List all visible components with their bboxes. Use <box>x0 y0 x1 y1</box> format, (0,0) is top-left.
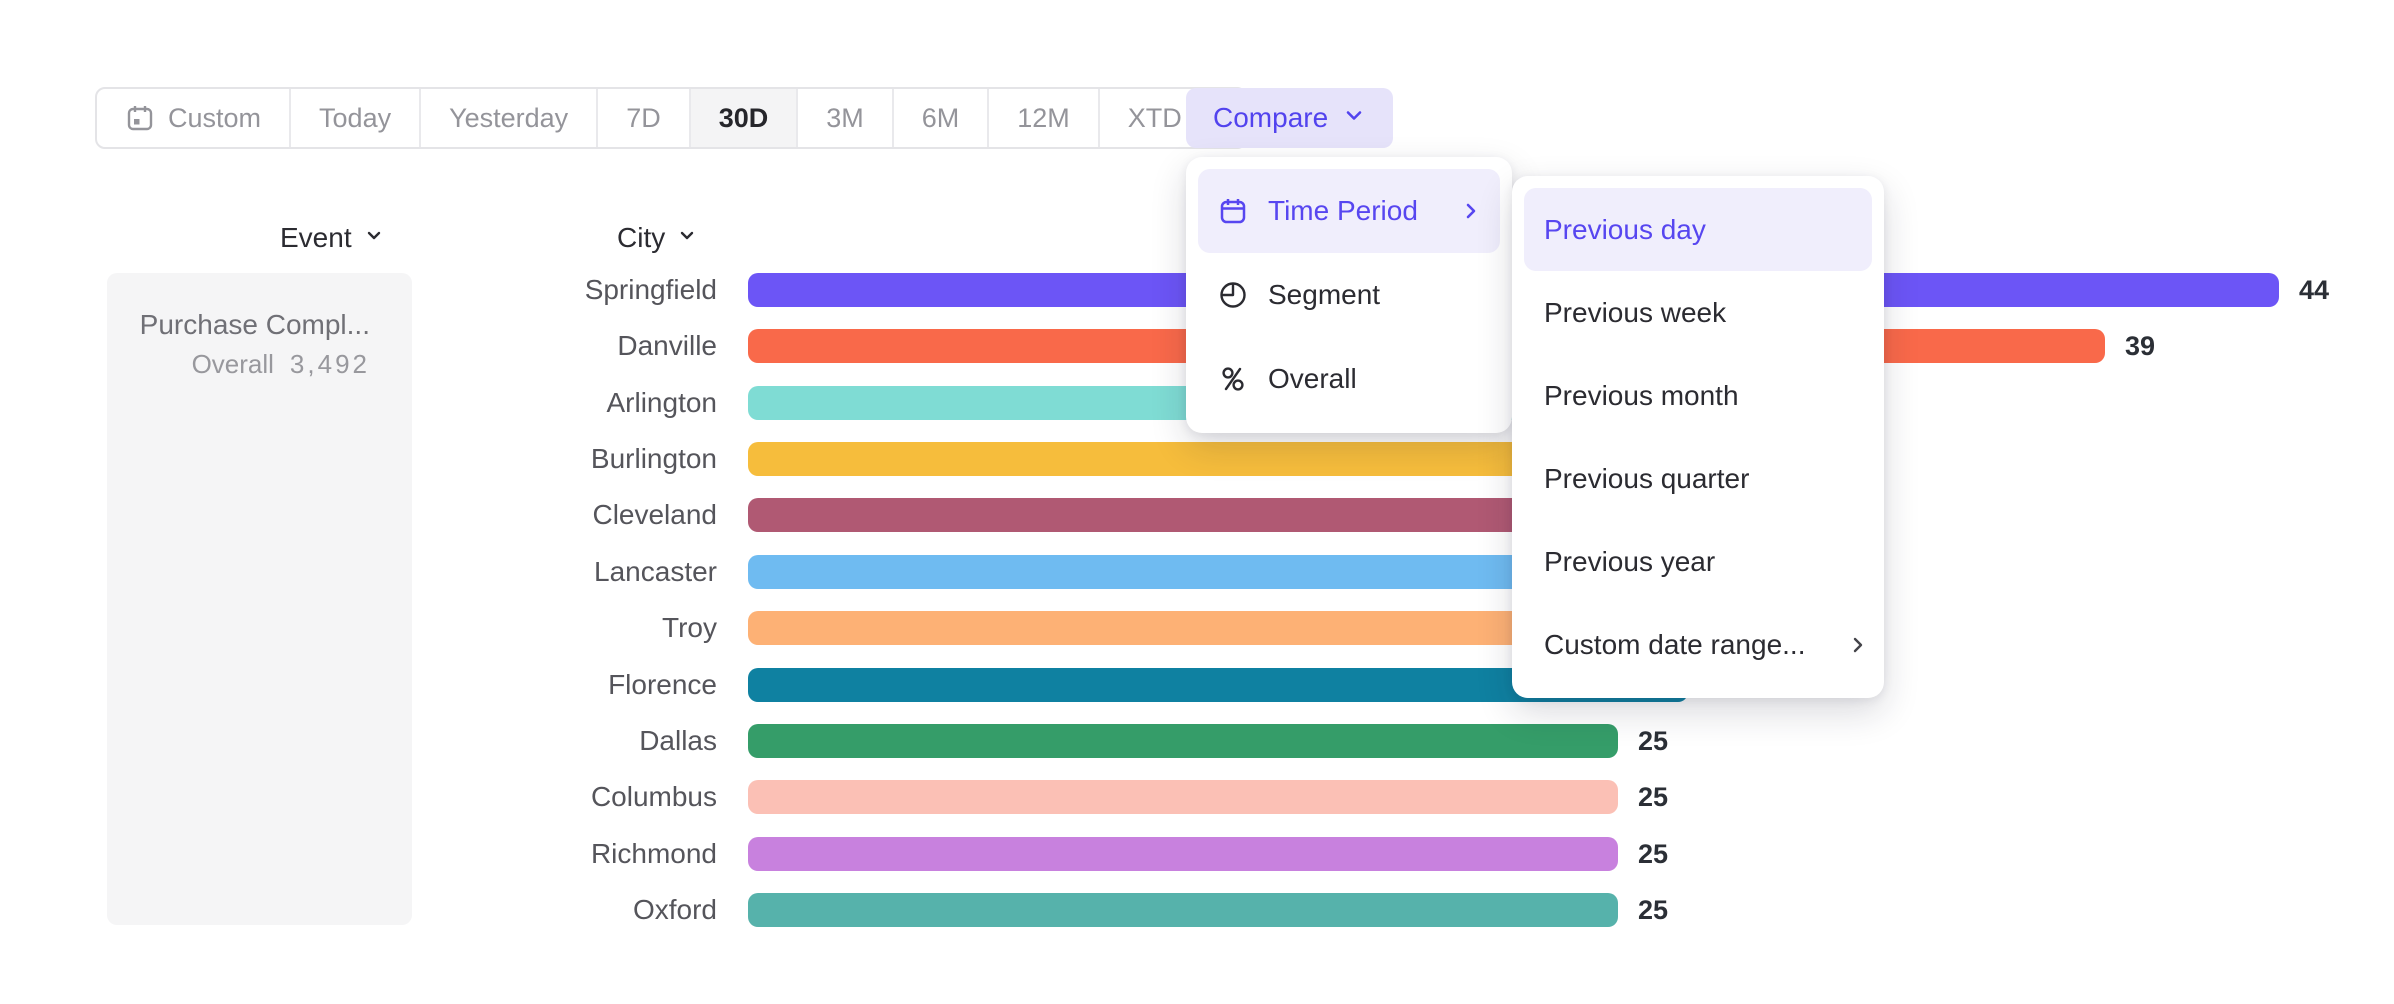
menu-item-label: Segment <box>1268 279 1381 310</box>
menu-item-previous-quarter[interactable]: Previous quarter <box>1524 437 1872 520</box>
bar-label: Danville <box>617 330 717 361</box>
chart-row: Burlington <box>0 431 2394 487</box>
menu-item-label: Previous day <box>1544 213 1706 245</box>
menu-item-label: Previous quarter <box>1544 462 1750 494</box>
date-range-yesterday-button[interactable]: Yesterday <box>421 89 599 147</box>
bar-label: Arlington <box>606 387 717 418</box>
menu-item-label: Previous week <box>1544 296 1727 328</box>
date-range-label: 12M <box>1017 102 1070 133</box>
chart-row: Troy <box>0 600 2394 656</box>
menu-item-previous-day[interactable]: Previous day <box>1524 188 1872 271</box>
chevron-down-icon <box>362 222 386 254</box>
segment-icon <box>1218 280 1248 310</box>
calendar-icon <box>125 103 155 133</box>
chevron-down-icon <box>1342 102 1366 134</box>
menu-item-label: Time Period <box>1268 195 1418 226</box>
date-range-label: XTD <box>1127 102 1182 133</box>
date-range-30d-button[interactable]: 30D <box>690 89 799 147</box>
city-column-header[interactable]: City <box>617 222 699 254</box>
bar-label: Florence <box>608 669 717 700</box>
compare-button-label: Compare <box>1213 102 1329 133</box>
date-range-label: 6M <box>921 102 960 133</box>
date-range-label: 30D <box>718 102 769 133</box>
date-range-12m-button[interactable]: 12M <box>989 89 1100 147</box>
percent-icon <box>1218 364 1248 394</box>
menu-item-label: Previous month <box>1544 379 1739 411</box>
event-card[interactable]: Purchase Compl... Overall 3,492 <box>107 273 412 925</box>
bar-value: 44 <box>2299 275 2330 305</box>
menu-item-time-period[interactable]: Time Period <box>1198 169 1500 253</box>
city-header-label: City <box>617 222 666 253</box>
bar-oxford[interactable] <box>748 893 1618 927</box>
bar-value: 25 <box>1638 726 1669 756</box>
chevron-down-icon <box>675 222 699 254</box>
menu-item-previous-month[interactable]: Previous month <box>1524 354 1872 437</box>
bar-value: 25 <box>1638 839 1669 869</box>
date-range-today-button[interactable]: Today <box>291 89 422 147</box>
bar-label: Lancaster <box>594 556 717 587</box>
compare-dropdown-menu: Time Period Segment Overall <box>1186 157 1512 433</box>
bar-dallas[interactable] <box>748 724 1618 758</box>
compare-button[interactable]: Compare <box>1186 88 1394 148</box>
bar-value: 25 <box>1638 895 1669 925</box>
date-range-6m-button[interactable]: 6M <box>894 89 990 147</box>
date-range-label: Today <box>319 102 392 133</box>
menu-item-overall[interactable]: Overall <box>1198 337 1500 421</box>
menu-item-label: Custom date range... <box>1544 628 1806 660</box>
chart-row: Oxford 25 <box>0 882 2394 938</box>
bar-label: Dallas <box>639 725 717 756</box>
overall-value: 3,492 <box>289 349 370 379</box>
bar-label: Springfield <box>584 274 717 305</box>
menu-item-custom-date-range[interactable]: Custom date range... <box>1524 603 1872 686</box>
calendar-icon <box>1218 196 1248 226</box>
menu-item-label: Previous year <box>1544 545 1716 577</box>
event-header-label: Event <box>280 222 352 253</box>
bar-label: Burlington <box>590 443 717 474</box>
date-range-toolbar: Custom Today Yesterday 7D 30D 3M 6M 12M … <box>95 87 1247 149</box>
overall-label: Overall <box>191 349 274 379</box>
bar-label: Cleveland <box>592 499 717 530</box>
bar-label: Oxford <box>632 894 717 925</box>
bar-value: 25 <box>1638 782 1669 812</box>
chevron-right-icon <box>1845 632 1871 658</box>
bar-label: Columbus <box>590 781 717 812</box>
bar-label: Troy <box>662 612 717 643</box>
chevron-right-icon <box>1458 198 1484 224</box>
menu-item-segment[interactable]: Segment <box>1198 253 1500 337</box>
chart-row: Cleveland <box>0 487 2394 543</box>
bar-label: Richmond <box>590 838 717 869</box>
chart-row: Richmond 25 <box>0 826 2394 882</box>
date-range-label: Custom <box>168 102 262 133</box>
chart-row: Columbus 25 <box>0 769 2394 825</box>
event-column-header[interactable]: Event <box>280 222 386 254</box>
date-range-label: 3M <box>826 102 864 133</box>
bar-richmond[interactable] <box>748 837 1618 871</box>
bar-columbus[interactable] <box>748 780 1618 814</box>
date-range-label: 7D <box>626 102 661 133</box>
menu-item-previous-year[interactable]: Previous year <box>1524 520 1872 603</box>
chart-row: Dallas 25 <box>0 713 2394 769</box>
date-range-7d-button[interactable]: 7D <box>598 89 691 147</box>
menu-item-previous-week[interactable]: Previous week <box>1524 271 1872 354</box>
date-range-label: Yesterday <box>449 102 569 133</box>
chart-row: Florence <box>0 657 2394 713</box>
bar-value: 39 <box>2125 331 2156 361</box>
chart-row: Lancaster <box>0 544 2394 600</box>
event-overall-row: Overall 3,492 <box>125 349 370 380</box>
time-period-submenu: Previous day Previous week Previous mont… <box>1512 176 1884 698</box>
menu-item-label: Overall <box>1268 363 1357 394</box>
date-range-3m-button[interactable]: 3M <box>798 89 894 147</box>
date-range-custom-button[interactable]: Custom <box>97 89 292 147</box>
event-name: Purchase Compl... <box>139 309 370 340</box>
